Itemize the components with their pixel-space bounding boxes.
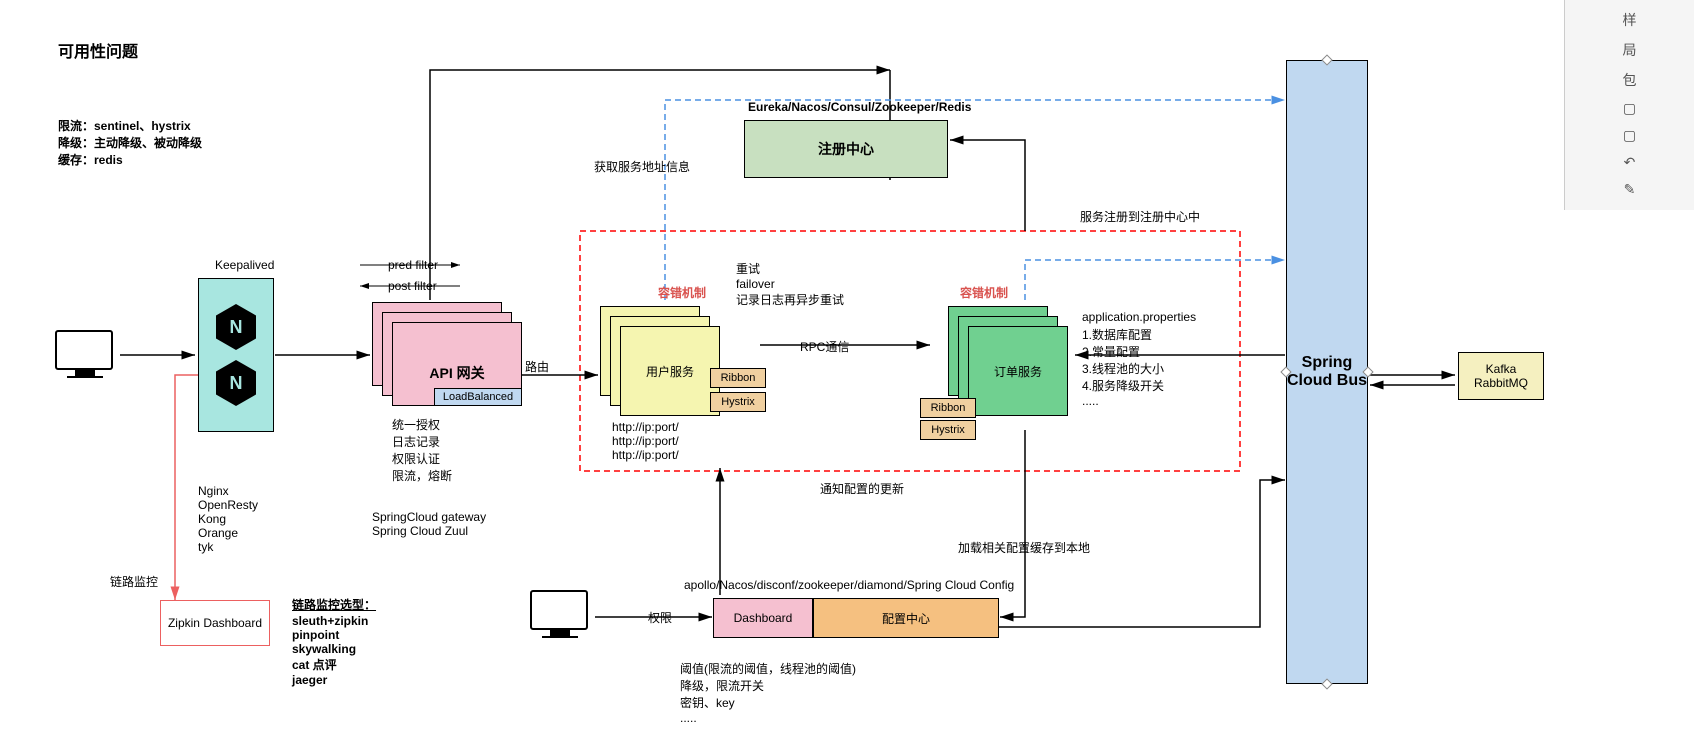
monitor-label: 链路监控	[110, 573, 158, 590]
page-title: 可用性问题	[58, 38, 138, 62]
loadbalanced-box: LoadBalanced	[434, 388, 522, 406]
config-center: 配置中心	[813, 598, 999, 638]
tool-4[interactable]: ▢	[1623, 100, 1636, 117]
mq-box: Kafka RabbitMQ	[1458, 352, 1544, 400]
monitor-sel-title: 链路监控选型：	[292, 596, 376, 613]
gateway-notes: 统一授权 日志记录 权限认证 限流，熔断	[392, 416, 452, 484]
pred-filter: pred filter	[388, 258, 438, 272]
mq-title: Kafka RabbitMQ	[1459, 362, 1543, 390]
zipkin-box: Zipkin Dashboard	[160, 600, 270, 646]
availability-line3: 缓存：redis	[58, 151, 123, 168]
order-service-box: 订单服务	[968, 326, 1068, 416]
zipkin-label: Zipkin Dashboard	[168, 616, 262, 630]
gateway-tech: SpringCloud gateway Spring Cloud Zuul	[372, 510, 486, 538]
order-fault: 容错机制	[960, 284, 1008, 301]
config-update: 通知配置的更新	[820, 480, 904, 497]
route-label: 路由	[525, 358, 549, 375]
tool-2[interactable]: 局	[1623, 40, 1637, 60]
config-load: 加载相关配置缓存到本地	[958, 539, 1090, 556]
user-urls: http://ip:port/ http://ip:port/ http://i…	[612, 420, 679, 462]
rpc-label: RPC通信	[800, 338, 849, 355]
config-perm: 权限	[648, 609, 672, 626]
get-addr-label: 获取服务地址信息	[594, 158, 690, 175]
order-hystrix: Hystrix	[920, 420, 976, 440]
order-service-title: 订单服务	[994, 363, 1042, 380]
user-hystrix: Hystrix	[710, 392, 766, 412]
registry-tech: Eureka/Nacos/Consul/Zookeeper/Redis	[748, 100, 971, 114]
register-label: 服务注册到注册中心中	[1080, 208, 1200, 225]
nginx-tech: Nginx OpenResty Kong Orange tyk	[198, 484, 258, 554]
bus-title: Spring Cloud Bus	[1287, 354, 1367, 390]
client2-icon	[530, 590, 590, 645]
order-ribbon: Ribbon	[920, 398, 976, 418]
config-tech: apollo/Nacos/disconf/zookeeper/diamond/S…	[684, 578, 1014, 592]
availability-line2: 降级：主动降级、被动降级	[58, 134, 202, 151]
config-notes: 阈值(限流的阈值，线程池的阈值) 降级，限流开关 密钥、key .....	[680, 660, 856, 725]
availability-line1: 限流：sentinel、hystrix	[58, 117, 191, 134]
config-center-title: 配置中心	[882, 610, 930, 627]
tool-3[interactable]: 包	[1623, 70, 1637, 90]
user-fault: 容错机制	[658, 284, 706, 301]
client-icon	[55, 330, 115, 385]
config-dashboard: Dashboard	[713, 598, 813, 638]
props-list: 1.数据库配置 2.常量配置 3.线程池的大小 4.服务降级开关 .....	[1082, 326, 1164, 408]
tool-5[interactable]: ▢	[1623, 127, 1636, 144]
tool-1[interactable]: 样	[1623, 10, 1637, 30]
user-service-title: 用户服务	[646, 363, 694, 380]
props-title: application.properties	[1082, 310, 1196, 324]
gateway-title: API 网关	[429, 363, 484, 383]
tool-6[interactable]: ↶	[1624, 154, 1636, 171]
monitor-sel: sleuth+zipkin pinpoint skywalking cat 点评…	[292, 614, 368, 687]
registry-title: 注册中心	[818, 139, 874, 159]
user-retry: 重试 failover 记录日志再异步重试	[736, 260, 844, 308]
user-service-box: 用户服务	[620, 326, 720, 416]
user-ribbon: Ribbon	[710, 368, 766, 388]
tool-7[interactable]: ✎	[1624, 181, 1636, 198]
registry-box: 注册中心	[744, 120, 948, 178]
post-filter: post filter	[388, 279, 437, 293]
bus-box: Spring Cloud Bus	[1286, 60, 1368, 684]
keepalived-label: Keepalived	[215, 258, 274, 272]
editor-toolbar: 样 局 包 ▢ ▢ ↶ ✎	[1564, 0, 1694, 210]
nginx-box: N N	[198, 278, 274, 432]
